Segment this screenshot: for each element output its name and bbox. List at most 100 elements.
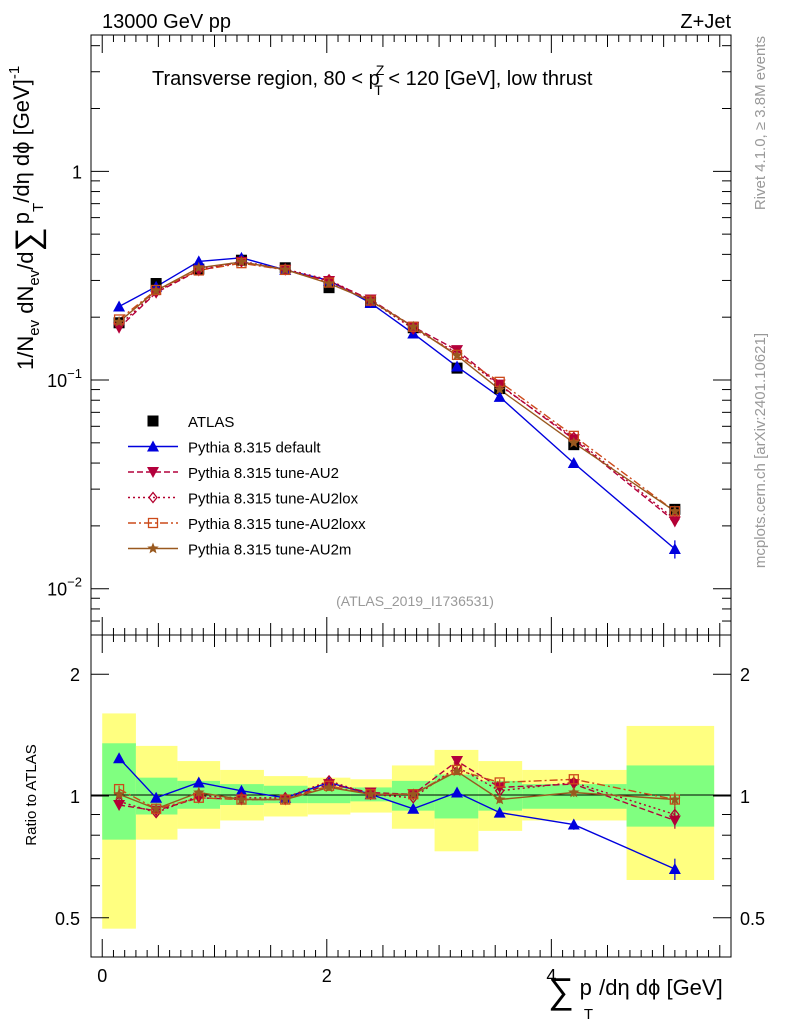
legend-label: Pythia 8.315 default — [188, 440, 321, 457]
data-point — [494, 383, 506, 395]
legend-marker — [147, 415, 159, 427]
ratio-axis-ticks: 0.5 0.5 1 1 2 2 0 2 4 — [55, 635, 765, 986]
ratio-series-group — [113, 752, 681, 880]
ratio-uncertainty-bands — [102, 713, 715, 929]
data-point — [236, 255, 247, 268]
ratio-point — [494, 793, 506, 805]
ratio-point — [113, 788, 125, 800]
y-label-part: 1/N — [13, 336, 38, 370]
ratio-point — [669, 793, 681, 805]
y-label-part: p — [9, 212, 34, 224]
data-point — [113, 315, 125, 327]
data-point — [493, 390, 506, 402]
ratio-point — [568, 786, 580, 798]
y-tick-label: 1 — [72, 162, 82, 182]
ratio-point — [150, 791, 163, 803]
main-panel: 110−110−2 Transverse region, 80 < pZ T < … — [6, 34, 732, 636]
analysis-watermark: (ATLAS_2019_I1736531) — [336, 593, 494, 609]
data-point — [193, 261, 205, 273]
ratio-panel: 0.5 0.5 1 1 2 2 0 2 4 Ratio to ATLAS ∑ p T/dη dϕ [… — [23, 634, 765, 1023]
y-tick-label-base: 10 — [47, 371, 67, 391]
data-point — [113, 300, 126, 312]
y-tick-label-exp: −1 — [67, 366, 82, 381]
data-point — [150, 284, 162, 296]
ratio-line — [118, 760, 676, 822]
source-label: mcplots.cern.ch [arXiv:2401.10621] — [752, 333, 769, 568]
ratio-point — [668, 863, 681, 875]
x-axis-label: ∑ p T/dη dϕ [GeV] — [548, 970, 723, 1023]
legend-marker — [147, 467, 159, 478]
ratio-y-label: Ratio to ATLAS — [23, 744, 40, 845]
ratio-point — [150, 802, 162, 814]
data-point — [668, 516, 681, 528]
data-point — [670, 513, 680, 526]
y-tick-label-base: 10 — [47, 580, 67, 600]
data-point — [451, 349, 463, 361]
series-line — [118, 261, 676, 523]
ratio-point — [323, 781, 335, 793]
legend-marker — [147, 517, 159, 529]
ratio-point — [451, 765, 463, 777]
process-label: Z+Jet — [680, 11, 731, 33]
ratio-point — [670, 808, 680, 821]
chart-title-sup: Z — [376, 62, 385, 78]
energy-label: 13000 GeV pp — [102, 11, 231, 33]
ratio-line — [118, 770, 675, 810]
x-tick-label: 4 — [546, 966, 556, 986]
chart-title-sub: T — [374, 82, 383, 98]
ratio-point — [407, 788, 419, 800]
ratio-y-tick-label: 2 — [740, 665, 750, 685]
ratio-point — [493, 806, 506, 818]
data-point — [323, 277, 335, 289]
ratio-point — [451, 786, 464, 798]
series-line — [118, 261, 676, 512]
ratio-point — [114, 795, 124, 808]
x-tick-label: 0 — [97, 966, 107, 986]
y-label-sum: ∑ — [9, 227, 47, 251]
legend-marker — [147, 440, 159, 452]
ratio-point — [279, 793, 291, 805]
y-label-sup: -1 — [6, 66, 23, 79]
ratio-y-tick-label: 0.5 — [740, 909, 765, 929]
data-point — [567, 457, 580, 469]
y-tick-label-base: 1 — [72, 162, 82, 182]
ratio-point — [407, 802, 420, 814]
y-tick-label: 10−2 — [47, 575, 82, 600]
legend-label: ATLAS — [188, 414, 234, 431]
x-label-part: /dη dϕ [GeV] — [599, 975, 723, 1000]
x-label-sum: ∑ — [548, 970, 574, 1011]
ratio-point — [235, 784, 248, 796]
ratio-point — [280, 791, 291, 804]
x-label-part: p — [580, 975, 592, 1000]
legend-label: Pythia 8.315 tune-AU2m — [188, 542, 351, 559]
legend-label: Pythia 8.315 tune-AU2lox — [188, 491, 359, 508]
ratio-y-tick-label: 1 — [740, 787, 750, 807]
x-label-sub: T — [584, 1006, 593, 1023]
series-line — [118, 262, 676, 512]
data-point — [192, 255, 205, 267]
y-tick-label: 10−1 — [47, 366, 82, 391]
main-axis-ticks: 110−110−2 — [47, 35, 731, 636]
ratio-point — [193, 786, 205, 798]
data-point — [279, 263, 291, 275]
data-point — [568, 436, 580, 448]
y-label-part: /d — [13, 251, 38, 269]
data-point — [451, 360, 464, 372]
ratio-point — [235, 793, 248, 805]
chart-title-part: < 120 [GeV], low thrust — [383, 68, 593, 90]
data-point — [669, 505, 681, 517]
y-label-sub: ev — [26, 319, 43, 335]
y-label-part: dN — [13, 286, 38, 320]
x-tick-label: 2 — [322, 966, 332, 986]
ratio-point — [568, 774, 579, 785]
ratio-point — [494, 777, 505, 788]
data-point — [407, 320, 419, 332]
ratio-point — [567, 818, 580, 830]
ratio-point — [364, 788, 377, 800]
ratio-point — [236, 791, 247, 804]
legend-label: Pythia 8.315 tune-AU2 — [188, 465, 339, 482]
data-point — [364, 294, 377, 306]
legend-label: Pythia 8.315 tune-AU2loxx — [188, 516, 366, 533]
chart-title: Transverse region, 80 < pZ T < 120 [GeV],… — [152, 62, 593, 98]
